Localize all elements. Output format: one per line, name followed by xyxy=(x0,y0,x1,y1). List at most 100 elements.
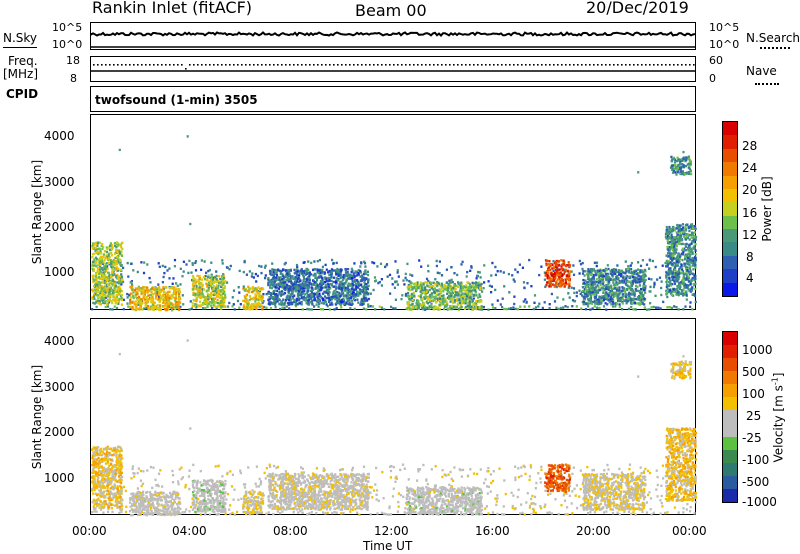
power-echo-cell xyxy=(321,282,324,285)
power-echo-cell xyxy=(118,280,121,283)
power-echo-cell xyxy=(291,289,294,292)
power-echo-cell xyxy=(200,296,203,299)
power-echo-cell xyxy=(681,226,685,229)
nave-dot xyxy=(365,64,367,66)
power-echo-cell xyxy=(111,260,114,263)
power-echo-cell xyxy=(141,301,144,305)
nave-dot xyxy=(585,64,587,66)
power-echo-cell xyxy=(193,299,196,302)
power-echo-cell xyxy=(328,291,331,294)
power-echo-cell xyxy=(296,286,299,289)
power-echo-cell xyxy=(547,275,550,279)
nave-dot xyxy=(305,64,307,66)
power-echo-cell xyxy=(461,302,464,305)
nave-dot xyxy=(589,64,591,66)
power-echo-cell xyxy=(680,264,683,267)
power-echo-cell xyxy=(591,277,594,280)
nave-dot xyxy=(657,64,659,66)
power-echo-cell xyxy=(320,272,323,275)
power-echo-cell xyxy=(480,306,483,309)
power-echo-cell xyxy=(429,299,432,302)
power-echo-cell xyxy=(362,287,365,290)
power-echo-cell xyxy=(327,287,331,290)
power-echo-cell xyxy=(151,287,154,290)
power-echo-cell xyxy=(117,293,120,296)
power-echo-cell xyxy=(450,278,453,282)
power-echo-cell xyxy=(362,272,365,276)
power-echo-cell xyxy=(104,256,107,259)
power-echo-cell xyxy=(101,274,104,277)
power-echo-cell xyxy=(420,307,424,310)
power-echo-cell xyxy=(443,299,446,302)
power-echo-cell xyxy=(269,292,272,295)
power-echo-cell xyxy=(324,300,327,304)
power-echo-cell xyxy=(677,253,681,256)
power-echo-cell xyxy=(439,288,442,292)
power-echo-cell xyxy=(318,302,321,305)
power-echo-cell xyxy=(560,267,563,271)
power-echo-cell xyxy=(623,287,626,290)
power-echo-cell xyxy=(463,285,466,288)
power-echo-cell xyxy=(664,235,668,238)
power-echo-cell xyxy=(142,285,145,289)
power-echo-cell xyxy=(685,272,688,275)
power-echo-cell xyxy=(105,262,108,265)
power-echo-cell xyxy=(275,268,278,272)
power-echo-cell xyxy=(668,237,671,240)
power-echo-cell xyxy=(175,282,178,285)
power-echo-cell xyxy=(693,292,696,296)
power-echo-cell xyxy=(269,284,272,287)
power-echo-cell xyxy=(336,270,339,273)
power-echo-cell xyxy=(129,296,132,299)
power-echo-cell xyxy=(643,275,646,278)
power-echo-cell xyxy=(215,307,218,310)
power-echo-cell xyxy=(635,269,638,272)
power-echo-cell xyxy=(194,282,197,285)
power-echo-cell xyxy=(417,301,420,304)
power-echo-cell xyxy=(110,246,113,249)
power-echo-cell xyxy=(418,303,421,306)
power-echo-cell xyxy=(562,306,565,309)
power-echo-cell xyxy=(268,281,271,284)
power-echo-cell xyxy=(633,272,636,276)
power-echo-cell xyxy=(533,301,536,304)
power-echo-cell xyxy=(455,306,458,309)
power-echo-cell xyxy=(301,274,305,277)
power-echo-cell xyxy=(606,276,609,280)
nave-dot xyxy=(265,64,267,66)
power-echo-cell xyxy=(207,289,210,293)
power-echo-cell xyxy=(409,273,412,276)
power-echo-cell xyxy=(424,287,427,290)
power-echo-cell xyxy=(219,290,222,293)
power-echo-cell xyxy=(352,274,355,277)
power-echo-cell xyxy=(573,300,577,303)
power-echo-cell xyxy=(388,273,392,277)
power-echo-cell xyxy=(424,306,427,309)
power-echo-cell xyxy=(102,297,105,300)
power-echo-cell xyxy=(477,283,480,287)
power-echo-cell xyxy=(625,270,628,273)
power-echo-cell xyxy=(426,306,429,309)
power-echo-cell xyxy=(283,303,286,306)
power-echo-cell xyxy=(441,294,444,298)
power-echo-cell xyxy=(685,248,688,252)
power-echo-cell xyxy=(575,305,578,308)
power-echo-cell xyxy=(337,271,340,274)
power-echo-cell xyxy=(689,305,692,308)
nave-dot xyxy=(241,64,243,66)
power-echo-cell xyxy=(524,298,527,301)
power-echo-cell xyxy=(606,303,609,306)
power-echo-cell xyxy=(637,298,640,301)
power-echo-cell xyxy=(588,287,591,290)
power-echo-cell xyxy=(245,307,248,310)
power-echo-cell xyxy=(339,294,342,297)
nave-dot xyxy=(689,64,691,66)
power-echo-cell xyxy=(283,263,286,266)
power-echo-cell xyxy=(694,249,697,252)
power-echo-cell xyxy=(202,288,205,291)
power-echo-cell xyxy=(204,301,207,304)
power-echo-cell xyxy=(678,282,681,285)
power-echo-cell xyxy=(101,255,104,259)
power-echo-cell xyxy=(616,293,619,296)
power-echo-cell xyxy=(380,278,383,281)
